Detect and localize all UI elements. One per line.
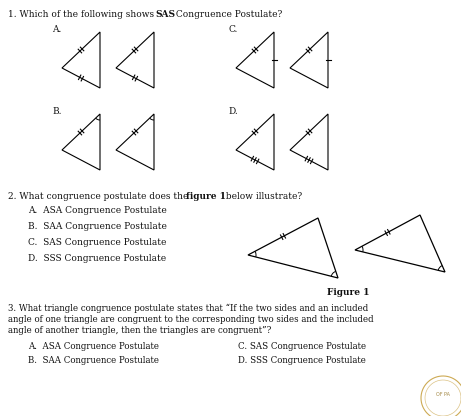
Text: below illustrate?: below illustrate? (223, 192, 302, 201)
Text: B.  SAA Congruence Postulate: B. SAA Congruence Postulate (28, 222, 167, 231)
Text: D.: D. (228, 107, 238, 116)
Text: angle of another triangle, then the triangles are congruent”?: angle of another triangle, then the tria… (8, 326, 272, 335)
Text: SAS: SAS (155, 10, 175, 19)
Text: A.: A. (52, 25, 61, 34)
Text: B.: B. (52, 107, 61, 116)
Text: Congruence Postulate?: Congruence Postulate? (173, 10, 282, 19)
Text: 1. Which of the following shows: 1. Which of the following shows (8, 10, 157, 19)
Text: B.  SAA Congruence Postulate: B. SAA Congruence Postulate (28, 356, 159, 365)
Text: D. SSS Congruence Postulate: D. SSS Congruence Postulate (238, 356, 366, 365)
Text: C.  SAS Congruence Postulate: C. SAS Congruence Postulate (28, 238, 166, 247)
Text: A.  ASA Congruence Postulate: A. ASA Congruence Postulate (28, 342, 159, 351)
Text: D.  SSS Congruence Postulate: D. SSS Congruence Postulate (28, 254, 166, 263)
Text: OF PA: OF PA (436, 393, 450, 398)
Text: C.: C. (228, 25, 237, 34)
Text: Figure 1: Figure 1 (327, 288, 369, 297)
Text: angle of one triangle are congruent to the corresponding two sides and the inclu: angle of one triangle are congruent to t… (8, 315, 373, 324)
Text: 2. What congruence postulate does the: 2. What congruence postulate does the (8, 192, 191, 201)
Text: A.  ASA Congruence Postulate: A. ASA Congruence Postulate (28, 206, 167, 215)
Text: figure 1: figure 1 (186, 192, 226, 201)
Text: 3. What triangle congruence postulate states that “If the two sides and an inclu: 3. What triangle congruence postulate st… (8, 304, 368, 313)
Text: C. SAS Congruence Postulate: C. SAS Congruence Postulate (238, 342, 366, 351)
